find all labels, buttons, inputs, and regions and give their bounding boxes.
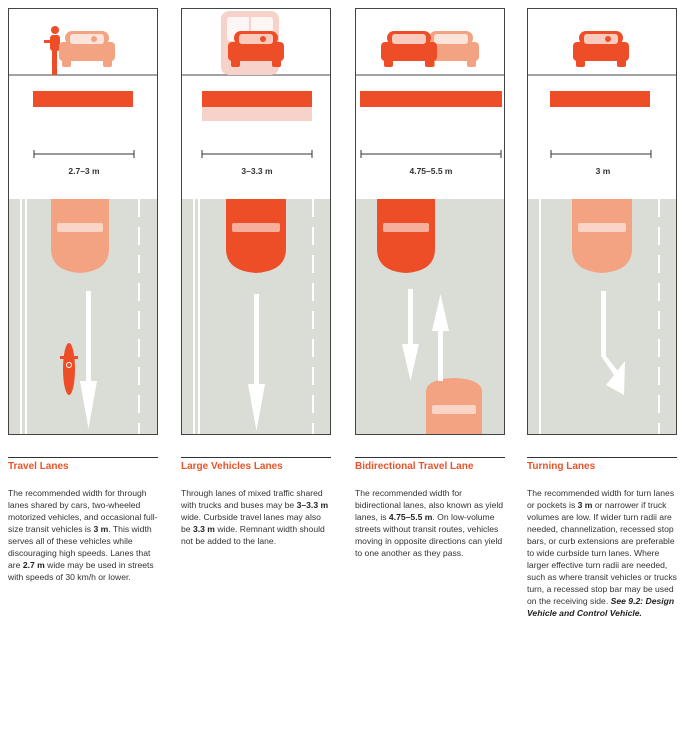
section-title: Turning Lanes: [527, 461, 596, 472]
lane-width-bar: [550, 91, 650, 107]
car-icon: [228, 31, 284, 67]
lane-width-label: 3–3.3 m: [241, 166, 273, 176]
car-icon: [381, 31, 437, 67]
car-icon: [426, 378, 482, 434]
straight-arrow: [80, 291, 97, 429]
lane-width-label: 3 m: [595, 166, 611, 176]
lane-width-bar: [33, 91, 133, 107]
section-body: The recommended width for turn lanes or …: [527, 488, 677, 618]
section-body: Through lanes of mixed traffic shared wi…: [181, 488, 329, 546]
diagram-frame: 3 m: [527, 8, 677, 435]
section-rule: [181, 457, 331, 458]
straight-arrow: [248, 294, 265, 431]
lane-width-bar: [202, 91, 312, 107]
width-dimension-line: [33, 150, 135, 158]
car-icon: [51, 199, 109, 273]
car-icon: [573, 31, 629, 67]
section-body: The recommended width for bidirectional …: [355, 488, 504, 558]
down-arrow: [402, 289, 419, 381]
section-body: The recommended width for through lanes …: [8, 488, 158, 582]
diagram-frame: 4.75–5.5 m: [355, 8, 505, 435]
cyclist-icon: [44, 26, 60, 75]
section-title: Travel Lanes: [8, 461, 69, 472]
section-rule: [355, 457, 505, 458]
section-title: Bidirectional Travel Lane: [355, 461, 474, 472]
car-icon: [377, 199, 435, 273]
car-icon: [572, 199, 632, 273]
car-icon: [59, 31, 115, 67]
up-arrow: [432, 294, 449, 381]
width-dimension-line: [201, 150, 313, 158]
section-rule: [527, 457, 677, 458]
car-icon: [226, 199, 286, 273]
lane-width-bar: [360, 91, 502, 107]
lane-width-label: 4.75–5.5 m: [409, 166, 453, 176]
lane-markings: [193, 199, 314, 434]
lane-width-label: 2.7–3 m: [68, 166, 100, 176]
motorcycle-icon: [60, 343, 78, 395]
lane-width-extension-bar: [202, 107, 312, 121]
right-turn-arrow: [601, 291, 625, 395]
width-dimension-line: [360, 150, 502, 158]
lane-markings: [20, 199, 140, 434]
width-dimension-line: [550, 150, 652, 158]
diagram-frame: 2.7–3 m: [8, 8, 158, 435]
section-title: Large Vehicles Lanes: [181, 461, 283, 472]
lane-markings: [539, 199, 660, 434]
diagram-frame: 3–3.3 m: [181, 8, 331, 435]
section-rule: [8, 457, 158, 458]
